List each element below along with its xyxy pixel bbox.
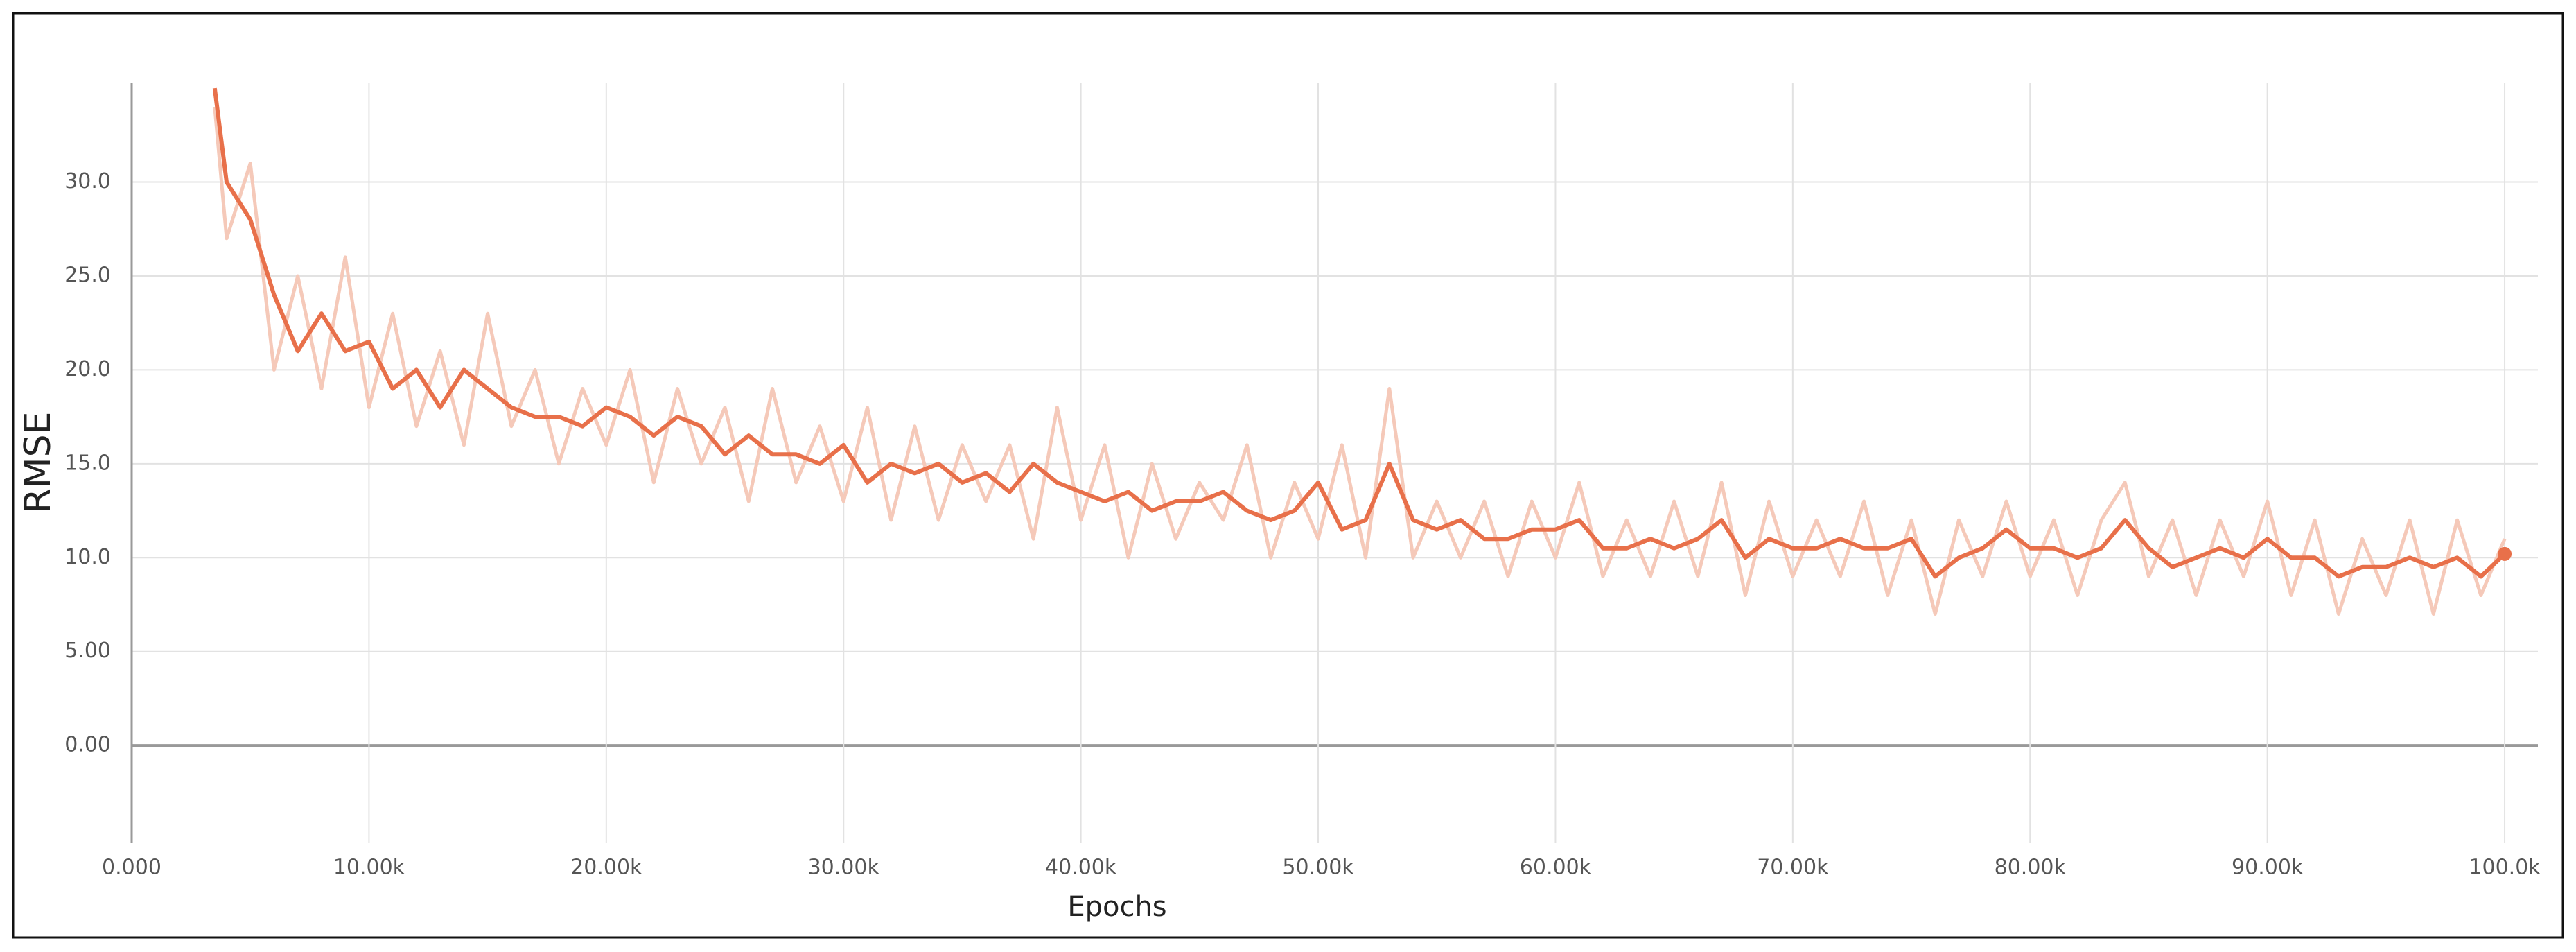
plot-area <box>212 87 2512 616</box>
x-tick-label: 10.00k <box>333 856 405 880</box>
y-axis-title: RMSE <box>17 412 59 514</box>
x-tick-label: 60.00k <box>1520 856 1592 880</box>
y-tick-label: 0.00 <box>64 733 111 757</box>
x-tick-label: 90.00k <box>2232 856 2304 880</box>
x-tick-label: 40.00k <box>1045 856 1117 880</box>
smoothed-line <box>212 87 2507 579</box>
y-tick-label: 25.0 <box>64 263 111 287</box>
x-tick-label: 100.0k <box>2469 856 2541 880</box>
y-tick-label: 20.0 <box>64 357 111 381</box>
x-tick-label: 70.00k <box>1757 856 1829 880</box>
y-tick-label: 15.0 <box>64 451 111 475</box>
end-marker <box>2498 546 2512 561</box>
frame <box>12 12 2564 939</box>
x-tick-label: 20.00k <box>570 856 642 880</box>
x-tick-label: 0.000 <box>102 856 161 880</box>
y-tick-label: 5.00 <box>64 639 111 663</box>
y-tick-label: 10.0 <box>64 545 111 569</box>
x-tick-label: 80.00k <box>1995 856 2067 880</box>
labels: 0.00 5.00 10.0 15.0 20.0 25.0 30.0 0.000 10.00k 2… <box>64 169 2541 879</box>
x-axis-title: Epochs <box>1067 891 1166 923</box>
raw-line <box>213 106 2507 616</box>
y-tick-label: 30.0 <box>64 169 111 193</box>
grid <box>130 83 2538 843</box>
x-tick-label: 50.00k <box>1282 856 1354 880</box>
x-tick-label: 30.00k <box>808 856 880 880</box>
